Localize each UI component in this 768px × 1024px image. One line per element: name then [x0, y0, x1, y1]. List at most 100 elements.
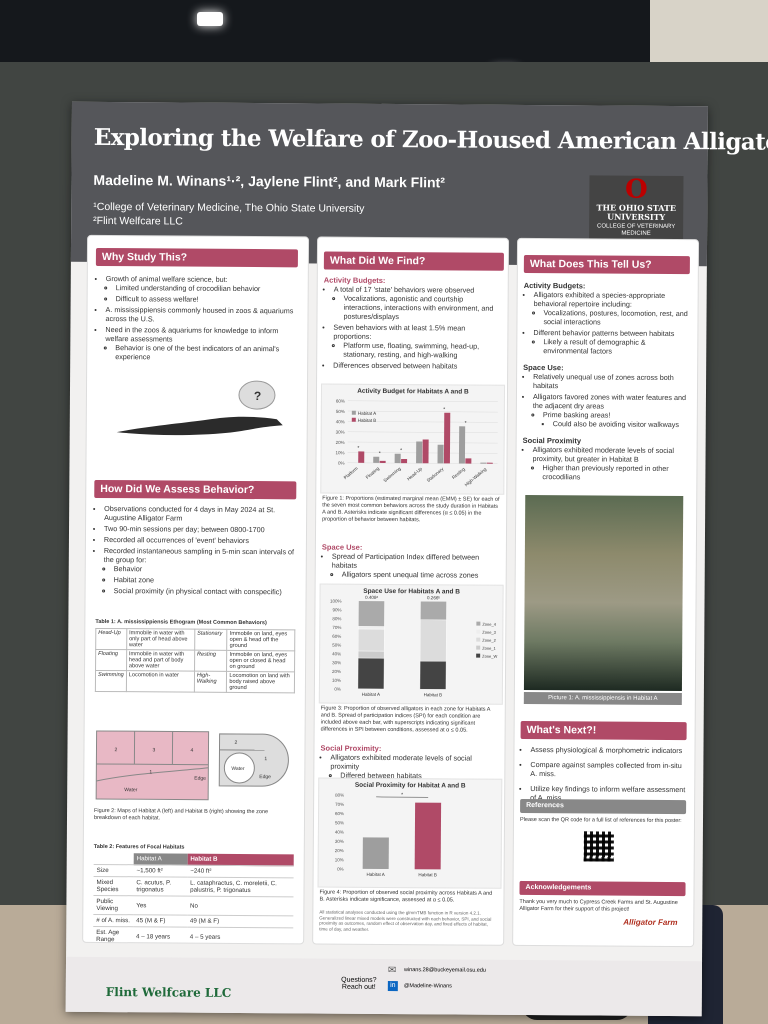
bar-habitat-b: [486, 462, 493, 464]
features-cell: 4 – 5 years: [186, 927, 294, 945]
gridline: [347, 400, 498, 403]
x-tick-label: Habitat A: [362, 692, 380, 697]
y-tick-label: 40%: [335, 830, 344, 835]
legend-swatch: [351, 417, 356, 422]
how-b1: Observations conducted for 4 days in May…: [104, 504, 299, 523]
habitat-a-map: [95, 730, 210, 801]
references-qr-icon[interactable]: [583, 831, 614, 862]
why-b1b: Difficult to assess welfare!: [116, 294, 296, 304]
how-text: Observations conducted for 4 days in May…: [94, 504, 300, 598]
zone-a-2: 2: [114, 747, 117, 753]
why-b2: A. mississippiensis commonly housed in z…: [105, 305, 295, 324]
y-tick-label: 30%: [335, 839, 344, 844]
features-cell: L. cataphractus, C. moreletii, C. palust…: [187, 877, 294, 897]
significance-marker: *: [401, 792, 403, 798]
stack-segment-zone_w: [419, 660, 447, 690]
tell-p1a: Higher than previously reported in other…: [542, 463, 690, 482]
how-b4a: Behavior: [114, 564, 299, 574]
legend-label: Habitat B: [358, 418, 377, 423]
significance-marker: *: [357, 445, 359, 451]
refs-text: Please scan the QR code for a full list …: [519, 816, 682, 825]
y-tick-label: 20%: [335, 848, 344, 853]
ethogram-cell: Immobile in water with head and part of …: [126, 649, 195, 672]
why-b1a: Limited understanding of crocodilian beh…: [116, 283, 296, 293]
zone-a-3: 3: [152, 747, 155, 753]
gridline: [347, 421, 498, 423]
features-cell: Size: [93, 864, 134, 877]
questions-label: Questions? Reach out!: [341, 976, 377, 991]
find-p1: Alligators exhibited moderate levels of …: [330, 753, 500, 781]
features-cell: 4 – 18 years: [133, 926, 187, 945]
email-text[interactable]: winans.28@buckeyemail.osu.edu: [403, 967, 487, 974]
y-tick-label: 0%: [334, 687, 341, 692]
how-heading: How Did We Assess Behavior?: [94, 479, 297, 500]
social-chart: Social Proximity for Habitat A and B 0% 1…: [317, 777, 503, 889]
ethogram-cell: High-Walking: [194, 671, 227, 693]
table2-caption: Table 2: Features of Focal Habitats: [93, 843, 185, 851]
y-tick-label: 20%: [336, 440, 345, 445]
ethogram-row: Floating Immobile in water with head and …: [95, 649, 295, 672]
ethogram-table: Head-Up Immobile in water with only part …: [95, 628, 295, 693]
stack-segment-zone_2: [357, 628, 385, 652]
zone-b-1: 1: [264, 756, 267, 762]
edge-b-label: Edge: [259, 774, 271, 780]
x-tick-label: High-Walking: [464, 466, 488, 487]
significance-marker: *: [379, 451, 381, 457]
bar-habitat-b: [379, 460, 386, 463]
flint-welfcare-logo: Flint Welfcare LLC: [105, 985, 232, 1000]
y-tick-label: 60%: [332, 634, 341, 639]
features-row: Mixed Species C. acutus, P. trigonatus L. …: [93, 876, 294, 897]
bar-habitat-b: [401, 458, 408, 464]
gridline: [347, 431, 498, 434]
legend-label: Habitat A: [358, 411, 376, 416]
social-chart-svg: 0% 10% 20% 30% 40% 50% 60% 70% 80% Habitat A Habit…: [335, 792, 442, 877]
stack-segment-zone_3: [358, 626, 385, 630]
x-tick-label: Habitat B: [424, 692, 443, 697]
edge-a-label: Edge: [194, 776, 206, 782]
features-header-cell: Habitat B: [187, 853, 294, 866]
y-tick-label: 40%: [332, 651, 341, 656]
email-icon: ✉: [387, 965, 397, 977]
features-row: Est. Age Range 4 – 18 years 4 – 5 years: [93, 926, 294, 945]
features-cell: C. acutus, P. trigonatus: [133, 876, 188, 897]
column-middle: What Did We Find? Activity Budgets: A to…: [312, 236, 510, 946]
y-tick-label: 60%: [335, 811, 344, 816]
features-cell: ~240 ft²: [187, 865, 294, 878]
why-heading: Why Study This?: [95, 247, 298, 268]
figure1-caption: Figure 1: Proportions (estimated margina…: [322, 495, 500, 524]
tell-heading: What Does This Tell Us?: [523, 254, 690, 275]
poster-title: Exploring the Welfare of Zoo-Housed Amer…: [93, 123, 768, 156]
ethogram-cell: Resting: [194, 650, 228, 672]
tell-a2: Different behavior patterns between habi…: [533, 328, 691, 356]
legend-swatch: [476, 629, 481, 634]
ceiling: [0, 0, 768, 70]
find-a3: Differences observed between habitats: [333, 361, 503, 371]
bar-habitat-a: [480, 462, 487, 464]
significance-marker: *: [465, 420, 467, 426]
y-tick-label: 20%: [332, 669, 341, 674]
linkedin-text[interactable]: @Madeline-Winans: [403, 983, 452, 990]
tell-a1a: Vocalizations, postures, locomotion, res…: [543, 308, 691, 327]
legend-swatch: [476, 645, 481, 650]
x-tick-label: Habitat A: [366, 872, 384, 877]
poster-authors: Madeline M. Winans¹·², Jaylene Flint², a…: [93, 171, 445, 191]
spi-label: 0.408ᵃ: [365, 595, 378, 600]
next-heading: What's Next?!: [520, 720, 687, 741]
find-s1a: Alligators spent unequal time across zon…: [342, 570, 502, 580]
tell-s2b: Could also be avoiding visitor walkways: [553, 419, 691, 429]
stack-segment-zone_1: [357, 650, 385, 659]
figure3-caption: Figure 3: Proportion of observed alligat…: [320, 705, 491, 734]
legend-swatch: [476, 637, 481, 642]
legend-swatch: [476, 621, 481, 626]
x-tick-label: Swimming: [382, 466, 402, 483]
bar-habitat-a: [416, 441, 423, 464]
gridline: [347, 462, 498, 465]
bar-habitat-a: [362, 837, 389, 870]
y-tick-label: 60%: [336, 399, 345, 404]
features-cell: Yes: [133, 895, 188, 916]
legend-swatch: [351, 410, 356, 415]
why-text: Growth of animal welfare science, but: L…: [95, 274, 296, 364]
tell-s2a: Prime basking areas!Could also be avoidi…: [543, 410, 691, 429]
tell-s2: Alligators favored zones with water feat…: [533, 392, 691, 429]
